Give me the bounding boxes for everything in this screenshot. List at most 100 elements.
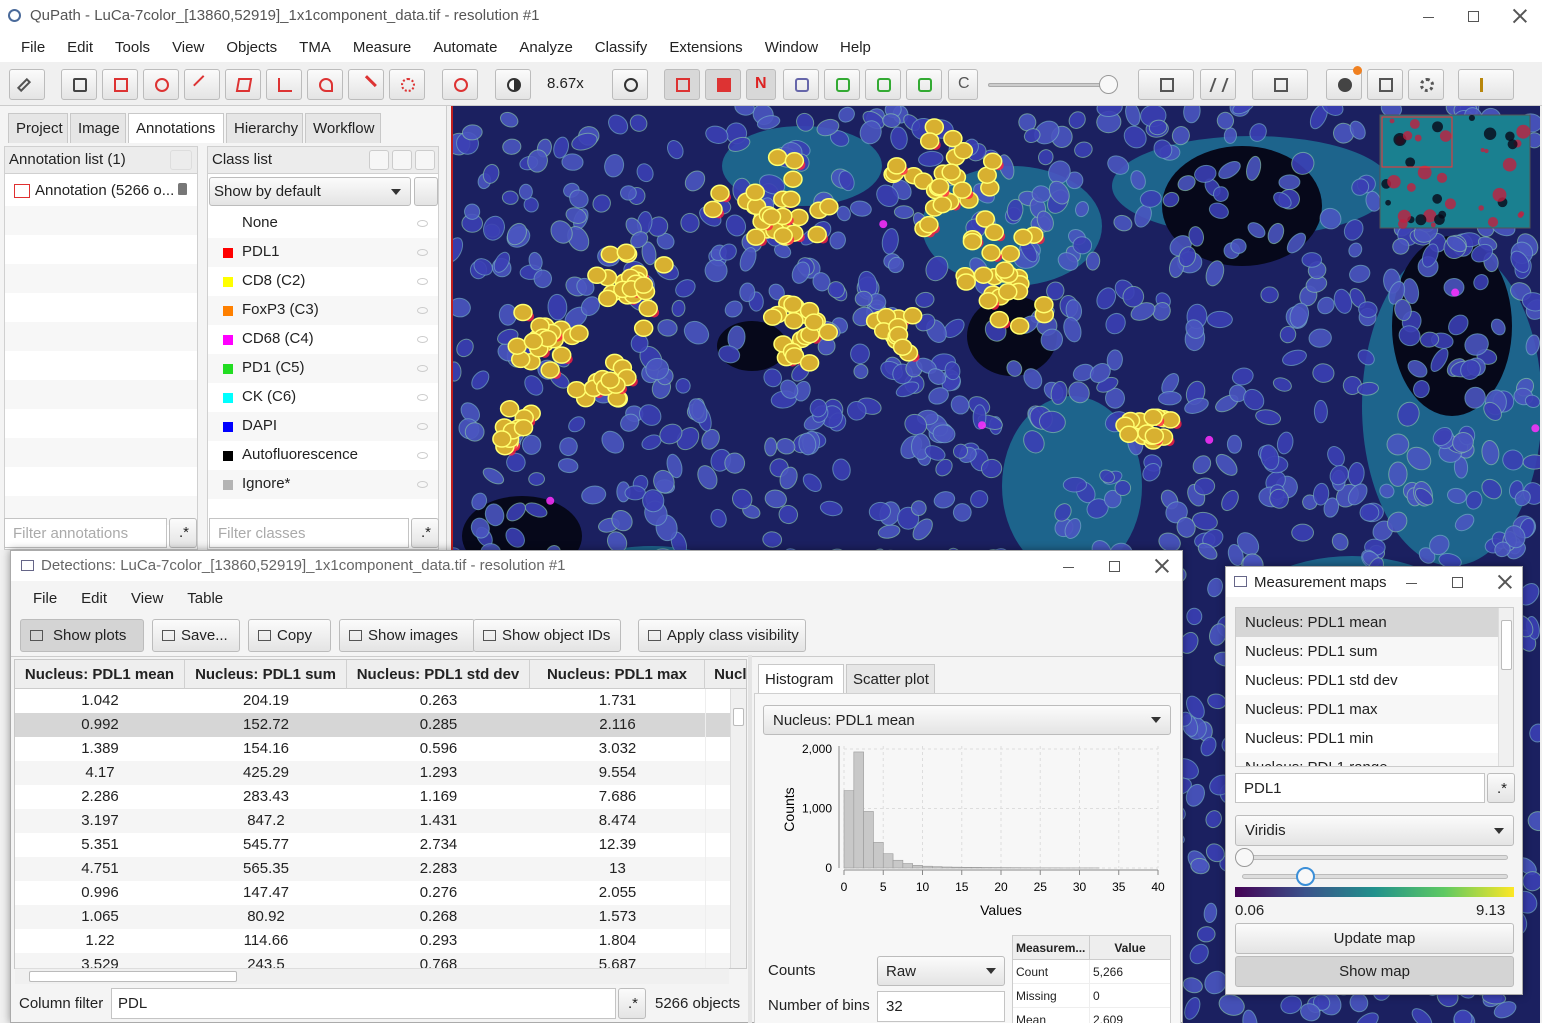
menu-item[interactable]: Edit	[67, 38, 94, 56]
table-row[interactable]	[15, 761, 731, 785]
bins-input[interactable]: 32	[877, 991, 1005, 1022]
annotation-filter[interactable]: Filter annotations	[4, 518, 167, 548]
toolbar-toggle[interactable]	[783, 69, 819, 100]
table-row[interactable]	[15, 953, 731, 968]
maps-filter[interactable]: PDL1	[1235, 773, 1485, 803]
max-slider-thumb[interactable]	[1296, 867, 1315, 886]
class-options[interactable]	[414, 177, 438, 206]
menu-item[interactable]: Objects	[226, 38, 278, 56]
column-header[interactable]: Nucleus: PDL1 std dev	[347, 660, 530, 689]
toolbar-toggle[interactable]	[906, 69, 942, 100]
maximize-button[interactable]	[1468, 11, 1479, 22]
menu-item[interactable]: TMA	[299, 38, 331, 56]
min-slider-thumb[interactable]	[1235, 848, 1254, 867]
viewer-button[interactable]	[1252, 69, 1308, 100]
column-header[interactable]: Nucle	[705, 660, 746, 689]
class-row[interactable]	[208, 354, 438, 383]
points-tool[interactable]	[389, 69, 425, 100]
table-row[interactable]	[15, 737, 731, 761]
regex-toggle[interactable]: .*	[169, 518, 197, 548]
polygon-tool[interactable]	[225, 69, 261, 100]
extensions-button[interactable]	[1458, 69, 1514, 100]
table-row[interactable]	[15, 929, 731, 953]
class-row[interactable]	[208, 238, 438, 267]
toolbar-button[interactable]: Show images	[339, 619, 475, 652]
class-row[interactable]	[208, 383, 438, 412]
menu-item[interactable]: Help	[840, 38, 871, 56]
show-grid[interactable]: C	[948, 69, 978, 100]
close-button[interactable]	[1497, 575, 1512, 589]
class-filter[interactable]: Filter classes	[209, 518, 409, 548]
map-button[interactable]: Show map	[1235, 956, 1514, 987]
log-button[interactable]	[1367, 69, 1403, 100]
toolbar-toggle[interactable]	[865, 69, 901, 100]
opacity-slider-thumb[interactable]	[1099, 75, 1118, 94]
column-filter-input[interactable]: PDL	[111, 988, 616, 1019]
table-row[interactable]	[15, 809, 731, 833]
map-item[interactable]: Nucleus: PDL1 sum	[1236, 637, 1498, 666]
show-names[interactable]: N	[746, 69, 776, 100]
measurement-table-button[interactable]	[1138, 69, 1194, 100]
class-row[interactable]	[208, 470, 438, 499]
class-list-button[interactable]	[392, 150, 412, 170]
column-header[interactable]: Nucleus: PDL1 sum	[185, 660, 347, 689]
regex-toggle[interactable]: .*	[411, 518, 439, 548]
measurement-dropdown[interactable]: Nucleus: PDL1 mean	[763, 705, 1171, 735]
menu-item[interactable]: File	[21, 38, 46, 56]
panel-tab[interactable]: Hierarchy	[226, 113, 303, 143]
menu-item[interactable]: View	[172, 38, 205, 56]
menu-item[interactable]: Extensions	[669, 38, 743, 56]
menu-item[interactable]: Edit	[81, 589, 108, 607]
table-row[interactable]	[15, 713, 731, 737]
minimize-button[interactable]	[1063, 567, 1074, 568]
preferences-button[interactable]	[1408, 69, 1444, 100]
menu-item[interactable]: Automate	[433, 38, 498, 56]
zoom-to-fit[interactable]	[612, 69, 648, 100]
panel-tab[interactable]: Image	[70, 113, 126, 143]
map-button[interactable]: Update map	[1235, 923, 1514, 954]
class-list-button[interactable]	[415, 150, 435, 170]
menu-item[interactable]: Classify	[594, 38, 648, 56]
regex-toggle[interactable]: .*	[1487, 773, 1515, 803]
panel-tab[interactable]: Project	[8, 113, 68, 143]
menu-item[interactable]: Tools	[115, 38, 151, 56]
class-row[interactable]	[208, 412, 438, 441]
counts-mode-dropdown[interactable]: Raw	[877, 956, 1005, 986]
line-tool[interactable]	[184, 69, 220, 100]
table-row[interactable]	[15, 689, 731, 713]
table-row[interactable]	[15, 833, 731, 857]
menu-item[interactable]: Measure	[352, 38, 412, 56]
class-list-button[interactable]	[369, 150, 389, 170]
class-row[interactable]	[208, 325, 438, 354]
measure-tool[interactable]	[9, 69, 45, 100]
menu-item[interactable]: View	[131, 589, 164, 607]
scrollbar-thumb[interactable]	[1501, 620, 1512, 670]
table-row[interactable]	[15, 857, 731, 881]
toolbar-button[interactable]: Show object IDs	[473, 619, 621, 652]
plot-tab[interactable]: Scatter plot	[846, 664, 935, 694]
toolbar-button[interactable]: Show plots	[20, 619, 144, 652]
close-button[interactable]	[1512, 9, 1527, 23]
menu-item[interactable]: Analyze	[519, 38, 573, 56]
map-item[interactable]: Nucleus: PDL1 mean	[1236, 608, 1498, 637]
class-row[interactable]	[208, 267, 438, 296]
brightness-contrast[interactable]	[495, 69, 531, 100]
column-header[interactable]: Nucleus: PDL1 mean	[15, 660, 185, 689]
wand-tool[interactable]	[348, 69, 384, 100]
toolbar-button[interactable]: Copy	[248, 619, 331, 652]
scrollbar-thumb[interactable]	[29, 971, 237, 982]
plot-tab[interactable]: Histogram	[758, 664, 844, 694]
class-row[interactable]	[208, 441, 438, 470]
menu-item[interactable]: Table	[187, 589, 224, 607]
class-row[interactable]	[208, 296, 438, 325]
class-row[interactable]	[208, 209, 438, 238]
toolbar-toggle[interactable]	[824, 69, 860, 100]
scrollbar-thumb[interactable]	[733, 708, 744, 726]
table-row[interactable]	[15, 881, 731, 905]
column-header[interactable]: Nucleus: PDL1 max	[530, 660, 705, 689]
map-item[interactable]: Nucleus: PDL1 std dev	[1245, 672, 1398, 689]
show-annotations[interactable]	[664, 69, 700, 100]
script-editor-button[interactable]	[1200, 69, 1236, 100]
rectangle-tool[interactable]	[102, 69, 138, 100]
panel-tab[interactable]: Workflow	[305, 113, 381, 143]
